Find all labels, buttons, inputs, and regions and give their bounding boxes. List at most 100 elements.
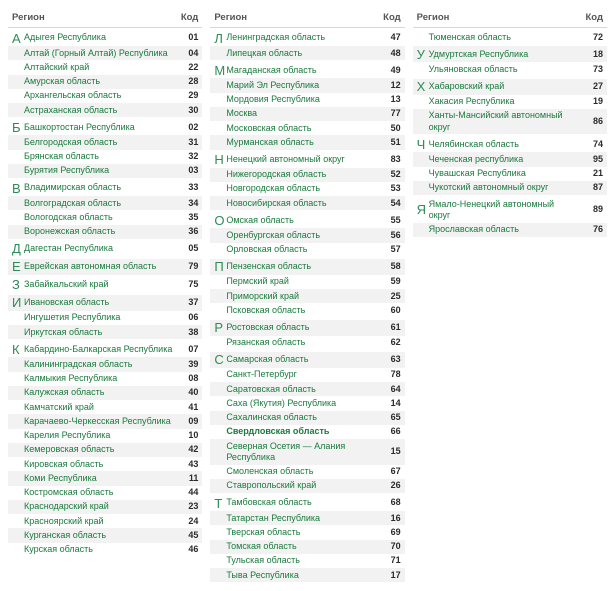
region-link[interactable]: Красноярский край (24, 516, 178, 527)
region-link[interactable]: Рязанская область (226, 337, 380, 348)
region-link[interactable]: Тюменская область (429, 32, 583, 43)
region-code: 69 (381, 527, 401, 538)
region-link[interactable]: Саратовская область (226, 384, 380, 395)
region-link[interactable]: Новгородская область (226, 183, 380, 194)
region-link[interactable]: Карелия Республика (24, 430, 178, 441)
region-link[interactable]: Алтай (Горный Алтай) Республика (24, 48, 178, 59)
region-code: 39 (178, 359, 198, 370)
region-link[interactable]: Алтайский край (24, 62, 178, 73)
region-link[interactable]: Челябинская область (429, 139, 583, 150)
region-link[interactable]: Орловская область (226, 244, 380, 255)
region-row: ЧЧелябинская область74 (413, 136, 607, 152)
region-link[interactable]: Нижегородская область (226, 169, 380, 180)
region-link[interactable]: Мордовия Республика (226, 94, 380, 105)
region-code: 77 (381, 108, 401, 119)
region-link[interactable]: Самарская область (226, 354, 380, 365)
region-link[interactable]: Липецкая область (226, 48, 380, 59)
region-link[interactable]: Ярославская область (429, 224, 583, 235)
region-link[interactable]: Псковская область (226, 305, 380, 316)
region-link[interactable]: Московская область (226, 123, 380, 134)
region-link[interactable]: Костромская область (24, 487, 178, 498)
region-link[interactable]: Еврейская автономная область (24, 261, 178, 272)
region-link[interactable]: Тамбовская область (226, 497, 380, 508)
region-link[interactable]: Карачаево-Черкесская Республика (24, 416, 178, 427)
region-link[interactable]: Сахалинская область (226, 412, 380, 423)
region-link[interactable]: Северная Осетия — Алания Республика (226, 441, 380, 464)
region-link[interactable]: Оренбургская область (226, 230, 380, 241)
region-link[interactable]: Иркутская область (24, 327, 178, 338)
region-link[interactable]: Москва (226, 108, 380, 119)
region-link[interactable]: Кемеровская область (24, 444, 178, 455)
region-link[interactable]: Кабардино-Балкарская Республика (24, 344, 178, 355)
region-link[interactable]: Бурятия Республика (24, 165, 178, 176)
region-link[interactable]: Смоленская область (226, 466, 380, 477)
group-letter: Х (417, 80, 429, 93)
region-code: 09 (178, 416, 198, 427)
region-code: 53 (381, 183, 401, 194)
region-link[interactable]: Свердловская область (226, 426, 380, 437)
region-row: Красноярский край24 (8, 514, 202, 528)
region-link[interactable]: Татарстан Республика (226, 513, 380, 524)
region-code: 18 (583, 49, 603, 60)
letter-group: ТТамбовская область68Татарстан Республик… (210, 495, 404, 582)
region-link[interactable]: Чувашская Республика (429, 168, 583, 179)
region-link[interactable]: Амурская область (24, 76, 178, 87)
letter-group: ААдыгея Республика01Алтай (Горный Алтай)… (8, 30, 202, 117)
region-link[interactable]: Курганская область (24, 530, 178, 541)
region-link[interactable]: Тульская область (226, 555, 380, 566)
region-link[interactable]: Ямало-Ненецкий автономный округ (429, 199, 583, 222)
region-link[interactable]: Омская область (226, 215, 380, 226)
region-link[interactable]: Ульяновская область (429, 64, 583, 75)
region-link[interactable]: Чукотский автономный округ (429, 182, 583, 193)
region-link[interactable]: Удмуртская Республика (429, 49, 583, 60)
region-link[interactable]: Томская область (226, 541, 380, 552)
region-row: ЗЗабайкальский край75 (8, 277, 202, 293)
region-link[interactable]: Пензенская область (226, 261, 380, 272)
region-link[interactable]: Дагестан Республика (24, 243, 178, 254)
region-link[interactable]: Саха (Якутия) Республика (226, 398, 380, 409)
region-link[interactable]: Ингушетия Республика (24, 312, 178, 323)
region-link[interactable]: Ивановская область (24, 297, 178, 308)
region-link[interactable]: Курская область (24, 544, 178, 555)
region-link[interactable]: Тыва Республика (226, 570, 380, 581)
region-link[interactable]: Хакасия Республика (429, 96, 583, 107)
region-link[interactable]: Санкт-Петербург (226, 369, 380, 380)
region-row: Брянская область32 (8, 150, 202, 164)
region-link[interactable]: Брянская область (24, 151, 178, 162)
region-link[interactable]: Ленинградская область (226, 32, 380, 43)
group-letter: Я (417, 203, 429, 216)
region-link[interactable]: Калужская область (24, 387, 178, 398)
region-link[interactable]: Калмыкия Республика (24, 373, 178, 384)
region-link[interactable]: Ставропольский край (226, 480, 380, 491)
region-link[interactable]: Магаданская область (226, 65, 380, 76)
region-link[interactable]: Ростовская область (226, 322, 380, 333)
region-link[interactable]: Чеченская республика (429, 154, 583, 165)
region-link[interactable]: Владимирская область (24, 182, 178, 193)
region-link[interactable]: Архангельская область (24, 90, 178, 101)
region-link[interactable]: Астраханская область (24, 105, 178, 116)
region-link[interactable]: Новосибирская область (226, 198, 380, 209)
region-link[interactable]: Воронежская область (24, 226, 178, 237)
region-link[interactable]: Пермский край (226, 276, 380, 287)
region-code: 62 (381, 337, 401, 348)
region-link[interactable]: Белгородская область (24, 137, 178, 148)
region-link[interactable]: Мурманская область (226, 137, 380, 148)
region-link[interactable]: Хабаровский край (429, 81, 583, 92)
group-letter: З (12, 278, 24, 291)
region-link[interactable]: Калининградская область (24, 359, 178, 370)
region-link[interactable]: Вологодская область (24, 212, 178, 223)
region-link[interactable]: Адыгея Республика (24, 32, 178, 43)
region-link[interactable]: Краснодарский край (24, 501, 178, 512)
region-link[interactable]: Ханты-Мансийский автономный округ (429, 110, 583, 133)
region-link[interactable]: Кировская область (24, 459, 178, 470)
region-link[interactable]: Башкортостан Республика (24, 122, 178, 133)
region-link[interactable]: Марий Эл Республика (226, 80, 380, 91)
region-link[interactable]: Камчатский край (24, 402, 178, 413)
region-link[interactable]: Волгоградская область (24, 198, 178, 209)
region-link[interactable]: Ненецкий автономный округ (226, 154, 380, 165)
region-link[interactable]: Коми Республика (24, 473, 178, 484)
region-link[interactable]: Тверская область (226, 527, 380, 538)
region-link[interactable]: Приморский край (226, 291, 380, 302)
region-row: Костромская область44 (8, 486, 202, 500)
region-link[interactable]: Забайкальский край (24, 279, 178, 290)
